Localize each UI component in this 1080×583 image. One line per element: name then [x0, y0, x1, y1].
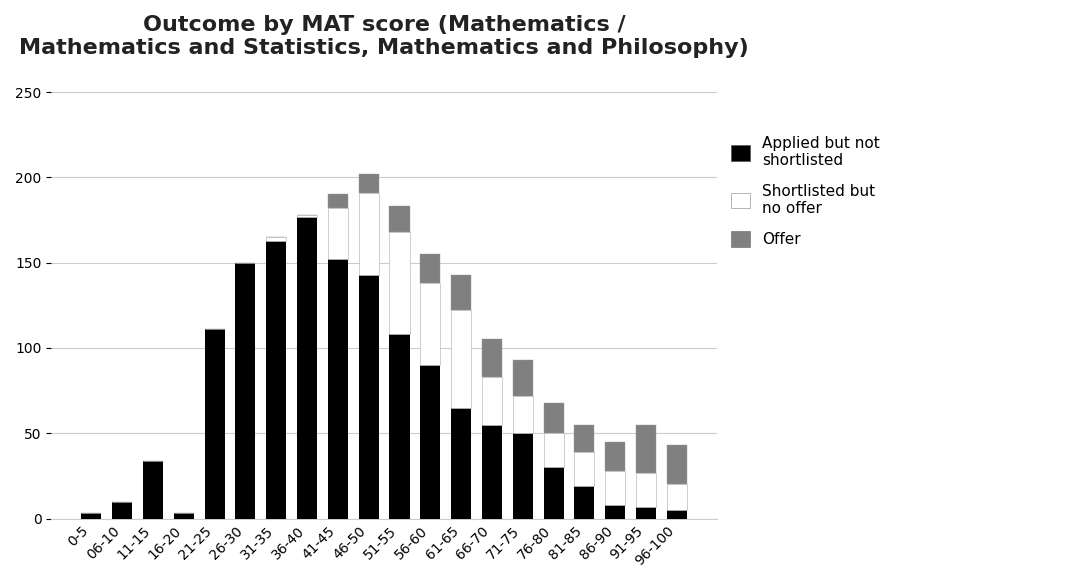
Bar — [451, 408, 471, 519]
Bar — [482, 377, 502, 425]
Bar — [359, 174, 379, 193]
Bar — [235, 263, 256, 519]
Bar — [575, 486, 594, 519]
Bar — [636, 507, 656, 519]
Bar — [420, 254, 441, 283]
Bar — [482, 425, 502, 519]
Bar — [636, 425, 656, 473]
Bar — [81, 514, 102, 519]
Bar — [267, 241, 286, 519]
Legend: Applied but not
shortlisted, Shortlisted but
no offer, Offer: Applied but not shortlisted, Shortlisted… — [731, 136, 880, 247]
Bar — [451, 311, 471, 408]
Bar — [359, 275, 379, 519]
Bar — [297, 215, 318, 217]
Bar — [112, 501, 132, 519]
Title: Outcome by MAT score (Mathematics /
Mathematics and Statistics, Mathematics and : Outcome by MAT score (Mathematics / Math… — [19, 15, 748, 58]
Bar — [513, 396, 532, 433]
Bar — [143, 461, 163, 519]
Bar — [451, 275, 471, 311]
Bar — [543, 468, 564, 519]
Bar — [267, 237, 286, 241]
Bar — [328, 259, 348, 519]
Bar — [543, 403, 564, 433]
Bar — [605, 471, 625, 505]
Bar — [666, 484, 687, 510]
Bar — [666, 510, 687, 519]
Bar — [605, 442, 625, 471]
Bar — [359, 193, 379, 275]
Bar — [666, 445, 687, 484]
Bar — [390, 206, 409, 232]
Bar — [328, 208, 348, 259]
Bar — [513, 433, 532, 519]
Bar — [328, 195, 348, 208]
Bar — [513, 360, 532, 396]
Bar — [636, 473, 656, 507]
Bar — [482, 339, 502, 377]
Bar — [390, 334, 409, 519]
Bar — [204, 329, 225, 519]
Bar — [575, 425, 594, 452]
Bar — [297, 217, 318, 519]
Bar — [390, 232, 409, 334]
Bar — [575, 452, 594, 486]
Bar — [605, 505, 625, 519]
Bar — [420, 365, 441, 519]
Bar — [420, 283, 441, 365]
Bar — [174, 514, 193, 519]
Bar — [543, 433, 564, 468]
